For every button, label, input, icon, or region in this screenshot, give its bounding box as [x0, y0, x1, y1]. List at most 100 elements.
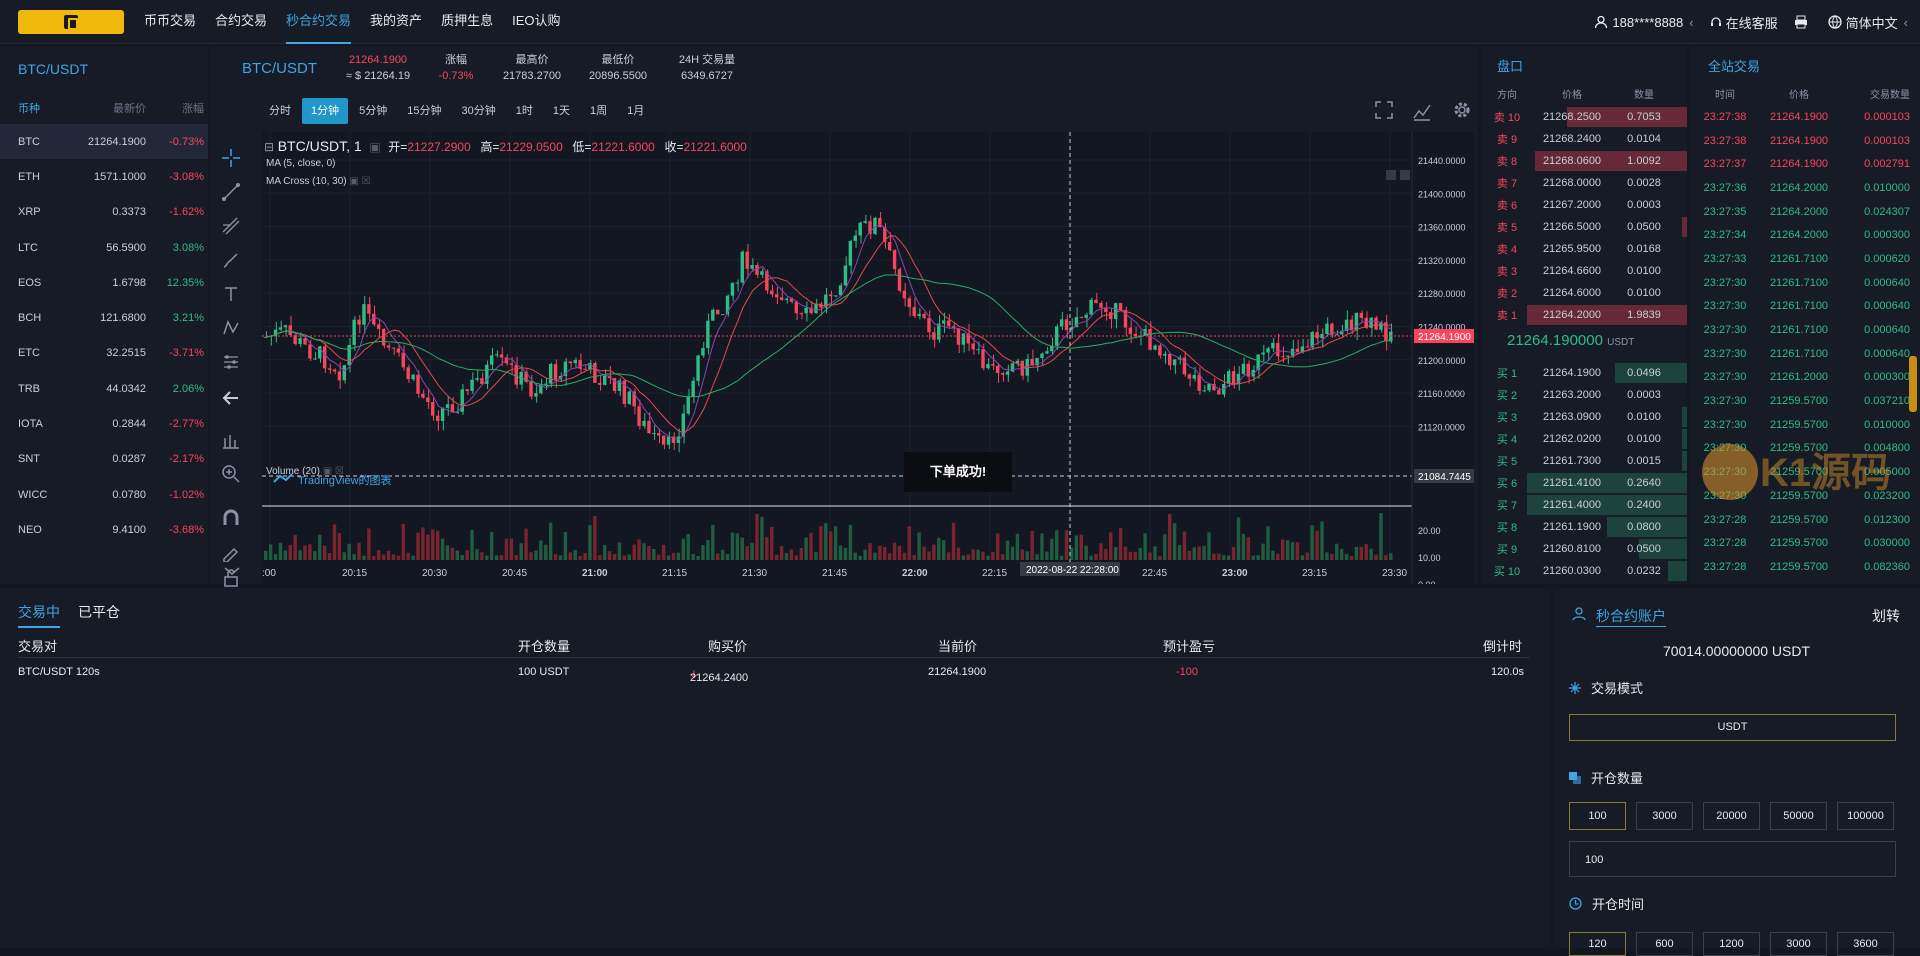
time-option-600[interactable]: 600 [1636, 932, 1693, 956]
trend-line-icon[interactable] [221, 182, 241, 202]
settings-icon[interactable] [1454, 102, 1470, 118]
ask-row[interactable]: 卖 1 21264.2000 1.9839 [1481, 304, 1687, 326]
zoom-in-icon[interactable] [221, 464, 241, 484]
nav-staking[interactable]: 质押生息 [441, 13, 494, 28]
language-selector[interactable]: 简体中文 ‹ [1827, 13, 1908, 32]
tf-line[interactable]: 分时 [269, 105, 291, 117]
prediction-tool-icon[interactable] [221, 352, 241, 372]
crosshair-icon[interactable] [221, 148, 241, 168]
ask-row[interactable]: 卖 4 21265.9500 0.0168 [1481, 238, 1687, 260]
tf-1h[interactable]: 1时 [515, 105, 533, 117]
market-row[interactable]: BTC 21264.1900 -0.73% [0, 124, 208, 160]
market-row[interactable]: SNT 0.0287 -2.17% [0, 442, 208, 477]
market-row[interactable]: LTC 56.5900 3.08% [0, 230, 208, 265]
candle-body [1158, 345, 1162, 356]
lock-draw-icon[interactable] [221, 542, 241, 562]
tab-closed-orders[interactable]: 已平仓 [78, 604, 120, 620]
nav-assets[interactable]: 我的资产 [370, 13, 423, 28]
bid-row[interactable]: 买 6 21261.4100 0.2640 [1481, 472, 1687, 494]
back-arrow-icon[interactable] [221, 388, 241, 408]
nav-spot[interactable]: 币币交易 [144, 13, 197, 28]
nav-second-contract[interactable]: 秒合约交易 [286, 0, 352, 44]
time-option-3000[interactable]: 3000 [1770, 932, 1827, 956]
bid-row[interactable]: 买 7 21261.4000 0.2400 [1481, 494, 1687, 516]
fib-tool-icon[interactable] [221, 216, 241, 236]
transfer-button[interactable]: 划转 [1872, 608, 1900, 624]
measure-icon[interactable] [221, 430, 241, 450]
market-row[interactable]: WICC 0.0780 -1.02% [0, 477, 208, 512]
brand-logo[interactable] [18, 10, 124, 34]
bid-row[interactable]: 买 10 21260.0300 0.0232 [1481, 560, 1687, 582]
tf-1min[interactable]: 1分钟 [302, 98, 349, 124]
fullscreen-icon[interactable] [1375, 101, 1393, 119]
pane-up-icon[interactable] [1386, 170, 1396, 180]
tf-1d[interactable]: 1天 [552, 105, 570, 117]
tab-open-orders[interactable]: 交易中 [18, 602, 60, 628]
tf-30min[interactable]: 30分钟 [461, 105, 496, 117]
bid-row[interactable]: 买 1 21264.1900 0.0496 [1481, 362, 1687, 384]
ask-row[interactable]: 卖 5 21266.5000 0.0500 [1481, 216, 1687, 238]
ma-cross-text: MA Cross (10, 30) [266, 176, 347, 187]
qty-option-100[interactable]: 100 [1569, 802, 1626, 830]
pattern-tool-icon[interactable] [221, 318, 241, 338]
indicators-icon[interactable] [1413, 104, 1431, 121]
account-title[interactable]: 秒合约账户 [1596, 606, 1666, 627]
ask-row[interactable]: 卖 8 21268.0600 1.0092 [1481, 150, 1687, 172]
tf-5min[interactable]: 5分钟 [359, 105, 388, 117]
qty-option-3000[interactable]: 3000 [1636, 802, 1693, 830]
volume-bar [1025, 551, 1029, 560]
price-tick: 21400.0000 [1418, 189, 1466, 199]
magnet-icon[interactable] [221, 508, 241, 528]
tf-1mon[interactable]: 1月 [627, 105, 645, 117]
market-row[interactable]: IOTA 0.2844 -2.77% [0, 406, 208, 441]
bid-row[interactable]: 买 2 21263.2000 0.0003 [1481, 384, 1687, 406]
volume-bar [666, 555, 671, 560]
market-row[interactable]: TRB 44.0342 2.06% [0, 371, 208, 406]
tf-1w[interactable]: 1周 [590, 105, 608, 117]
user-menu[interactable]: 188****8888 ‹ [1594, 15, 1694, 30]
market-row[interactable]: EOS 1.6798 12.35% [0, 265, 208, 300]
nav-contract[interactable]: 合约交易 [215, 13, 268, 28]
ask-row[interactable]: 卖 2 21264.6000 0.0100 [1481, 282, 1687, 304]
market-row[interactable]: XRP 0.3373 -1.62% [0, 195, 208, 230]
market-row[interactable]: ETC 32.2515 -3.71% [0, 336, 208, 371]
qty-option-50000[interactable]: 50000 [1770, 802, 1827, 830]
pane-down-icon[interactable] [1400, 170, 1410, 180]
ask-row[interactable]: 卖 3 21264.6600 0.0100 [1481, 260, 1687, 282]
time-option-3600[interactable]: 3600 [1837, 932, 1894, 956]
bid-row[interactable]: 买 3 21263.0900 0.0100 [1481, 406, 1687, 428]
legend-settings-icon[interactable]: ▣ [369, 140, 381, 154]
candle-body [784, 298, 789, 300]
chevron-down-icon[interactable] [222, 564, 242, 578]
ask-row[interactable]: 卖 10 21268.2500 0.7053 [1481, 106, 1687, 128]
candlestick-chart[interactable]: 21440.0000 21400.0000 21360.0000 21320.0000… [262, 132, 1474, 584]
time-option-1200[interactable]: 1200 [1703, 932, 1760, 956]
ma-cross-controls-icon[interactable]: ▣ ☒ [349, 176, 371, 187]
qty-input[interactable]: 100 [1569, 841, 1896, 877]
bid-row[interactable]: 买 9 21260.8100 0.0500 [1481, 538, 1687, 560]
time-option-120[interactable]: 120 [1569, 932, 1626, 956]
market-row[interactable]: NEO 9.4100 -3.68% [0, 512, 208, 547]
market-row[interactable]: BCH 121.6800 3.21% [0, 300, 208, 335]
text-tool-icon[interactable] [221, 284, 241, 304]
volume-controls-icon[interactable]: ▣ ☒ [322, 466, 344, 477]
nav-ieo[interactable]: IEO认购 [512, 13, 561, 28]
ask-row[interactable]: 卖 7 21268.0000 0.0028 [1481, 172, 1687, 194]
brush-icon[interactable] [221, 250, 241, 270]
tf-15min[interactable]: 15分钟 [407, 105, 442, 117]
qty-option-100000[interactable]: 100000 [1837, 802, 1894, 830]
qty-option-20000[interactable]: 20000 [1703, 802, 1760, 830]
right-scrollbar[interactable] [1909, 356, 1917, 412]
online-service[interactable]: 在线客服 [1710, 13, 1778, 32]
ask-row[interactable]: 卖 9 21268.2400 0.0104 [1481, 128, 1687, 150]
candle-body [691, 380, 695, 397]
print-button[interactable] [1794, 15, 1812, 29]
ask-row[interactable]: 卖 6 21267.2000 0.0003 [1481, 194, 1687, 216]
mode-select[interactable]: USDT [1569, 714, 1896, 741]
collapse-legend-icon[interactable]: ⊟ [264, 140, 275, 154]
bid-row[interactable]: 买 8 21261.1900 0.0800 [1481, 516, 1687, 538]
market-row[interactable]: ETH 1571.1000 -3.08% [0, 159, 208, 194]
bid-row[interactable]: 买 5 21261.7300 0.0015 [1481, 450, 1687, 472]
bid-row[interactable]: 买 4 21262.0200 0.0100 [1481, 428, 1687, 450]
order-row[interactable]: BTC/USDT 120s 100 USDT 21264.2400 🡫 2126… [18, 660, 1530, 688]
